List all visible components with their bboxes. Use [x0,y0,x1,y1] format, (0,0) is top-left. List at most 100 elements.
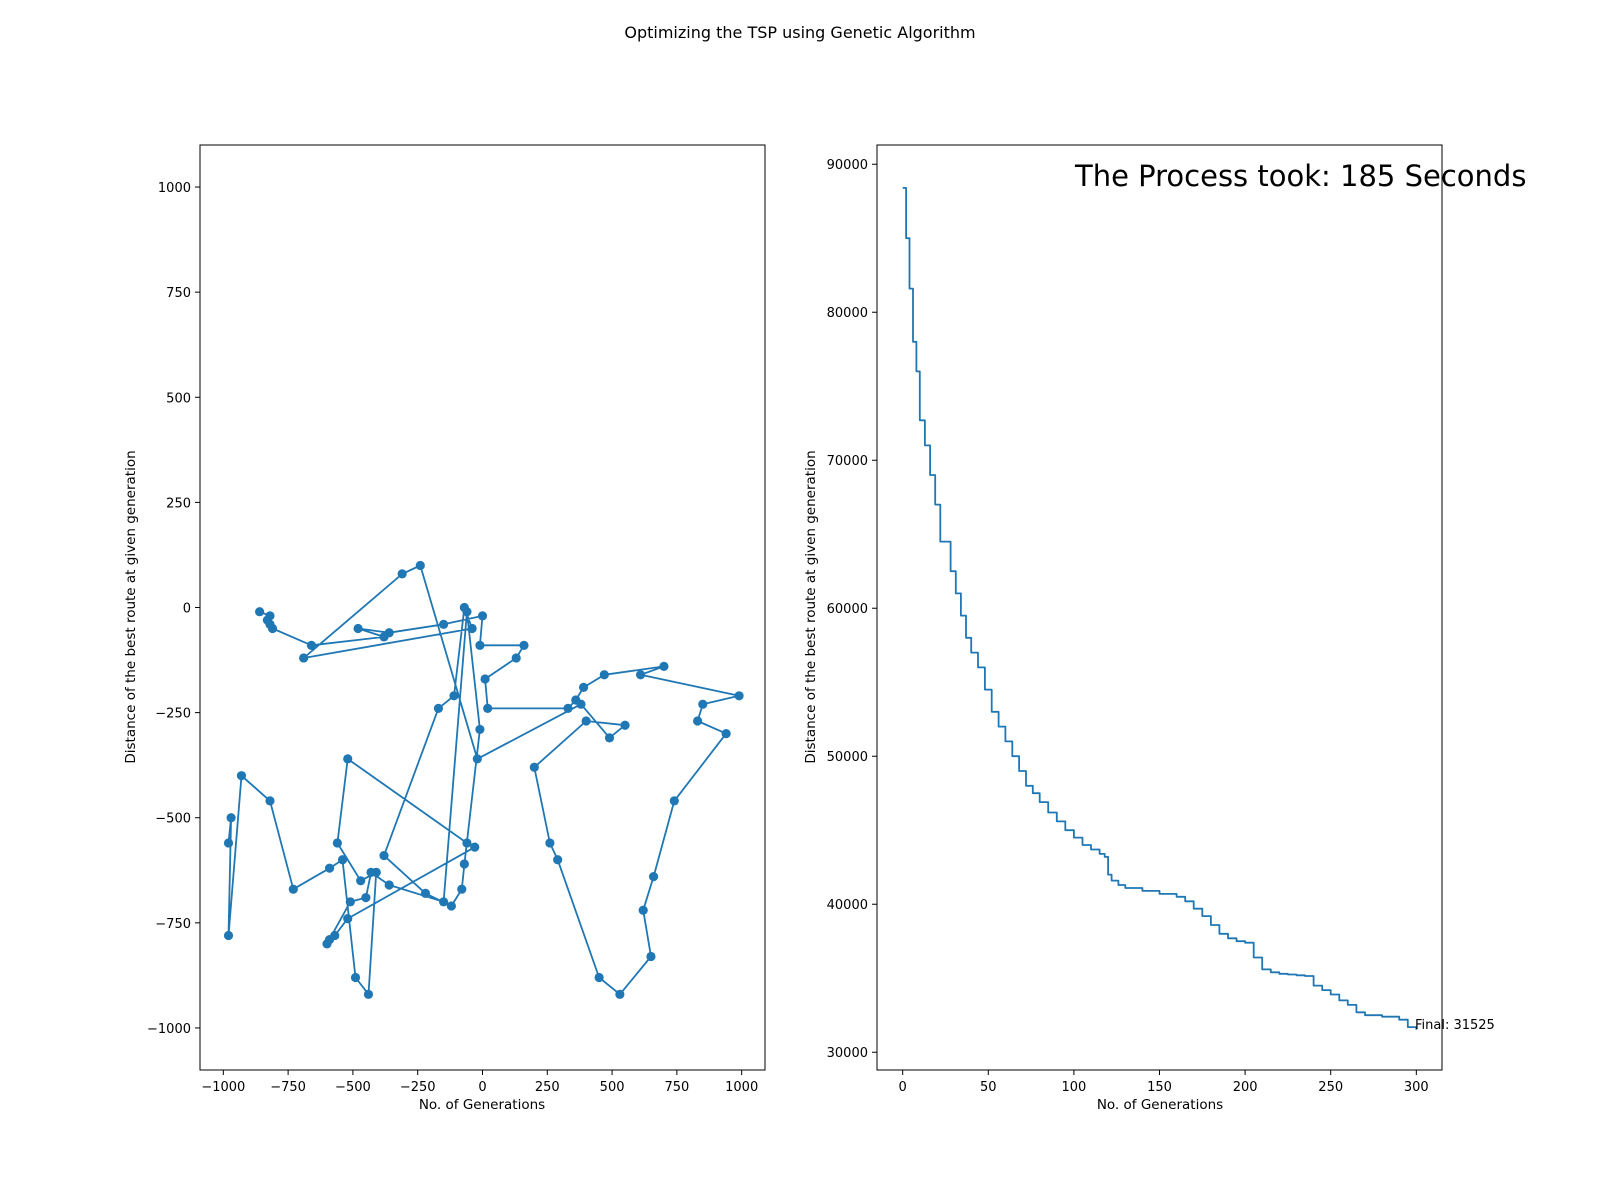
fitness-x-tick-label: 150 [1147,1080,1172,1095]
route-y-tick-label: 500 [166,391,191,406]
city-point [299,653,309,663]
city-point [721,729,731,739]
city-point [363,989,374,999]
city-point [433,703,444,714]
city-point [345,897,355,907]
city-point [343,914,353,924]
city-point [470,842,480,852]
route-x-tick-label: −750 [270,1080,306,1095]
route-y-tick-label: 0 [183,602,191,617]
city-point [477,611,488,621]
city-point [306,640,317,650]
city-point [446,901,456,911]
fitness-chart: 0 50 100 150 200 250 300 30000 40000 50000 60000 7… [803,144,1526,1113]
route-x-axis-label: No. of Generations [419,1097,545,1113]
city-point [529,762,539,772]
fitness-y-tick-label: 40000 [827,898,868,913]
route-y-tick-label: −250 [155,707,191,722]
city-point [467,623,477,634]
city-point [571,695,581,705]
city-point [698,699,708,709]
fitness-line [902,187,1418,1030]
city-point [519,640,529,650]
city-point [265,796,275,806]
route-x-ticks: −1000 −750 −500 −250 0 250 500 750 1000 [201,1070,758,1095]
route-x-tick-label: 1000 [725,1080,758,1095]
city-point [734,691,744,701]
city-point [648,871,659,882]
city-point [226,813,236,823]
fitness-x-tick-label: 50 [980,1080,997,1095]
city-point [236,771,247,781]
city-point [604,733,615,743]
city-point [397,569,407,579]
route-y-axis-label: Distance of the best route at given gene… [123,450,139,763]
city-point [462,838,472,848]
city-point [581,716,591,726]
fitness-x-tick-label: 300 [1404,1080,1429,1095]
figure-suptitle: Optimizing the TSP using Genetic Algorit… [624,23,975,42]
city-point [594,972,604,983]
route-y-tick-label: −750 [155,917,191,932]
city-point [353,623,363,634]
city-point [415,560,425,571]
fitness-y-tick-label: 30000 [827,1046,868,1061]
fitness-y-tick-label: 70000 [827,454,868,469]
city-point [459,602,469,613]
city-point [472,754,482,764]
city-point [483,703,493,714]
city-point [578,682,589,692]
city-point [638,905,648,915]
fitness-x-ticks: 0 50 100 150 200 250 300 [899,1070,1429,1095]
city-point [322,939,332,949]
route-y-tick-label: −1000 [147,1022,191,1037]
city-point [379,632,389,642]
route-x-tick-label: −250 [400,1080,436,1095]
final-value-label: Final: 31525 [1415,1018,1495,1033]
process-time-text: The Process took: 185 Seconds [1074,159,1526,193]
route-y-tick-label: −500 [155,812,191,827]
fitness-y-tick-label: 60000 [827,602,868,617]
city-point [599,670,609,680]
fitness-y-tick-label: 50000 [827,750,868,765]
city-point [343,754,353,764]
route-chart: −1000 −750 −500 −250 0 250 500 750 1000 −1000 −75… [123,144,766,1113]
city-point [563,703,573,714]
fitness-y-tick-label: 80000 [827,306,868,321]
fitness-y-tick-label: 90000 [827,158,868,173]
fitness-x-tick-label: 0 [899,1080,907,1095]
fitness-y-ticks: 30000 40000 50000 60000 70000 80000 90000 [827,158,877,1061]
city-point [379,850,389,861]
city-point [545,838,555,848]
city-point [475,640,485,650]
city-point [459,859,469,869]
city-point [457,884,467,894]
route-x-tick-label: 250 [535,1080,560,1095]
route-plot-area [223,560,744,999]
city-point [449,691,459,701]
city-point [223,838,234,848]
fitness-x-tick-label: 200 [1233,1080,1258,1095]
route-plot-frame [199,144,766,1071]
fitness-x-tick-label: 250 [1318,1080,1343,1095]
city-point [480,674,490,684]
fitness-plot-area [902,187,1418,1030]
route-x-tick-label: 750 [664,1080,689,1095]
city-point [439,619,449,629]
city-point [265,611,275,621]
route-y-tick-label: 250 [166,496,191,511]
city-point [384,880,394,890]
city-point [620,720,630,730]
city-point [659,661,669,671]
fitness-x-axis-label: No. of Generations [1097,1097,1223,1113]
city-point [646,951,656,962]
city-point [439,897,449,907]
city-point [366,867,376,877]
route-line [227,564,740,996]
city-point [475,724,485,735]
route-x-tick-label: −1000 [201,1080,245,1095]
route-y-tick-label: 1000 [158,181,191,196]
city-point [223,930,234,941]
city-point [669,796,679,806]
